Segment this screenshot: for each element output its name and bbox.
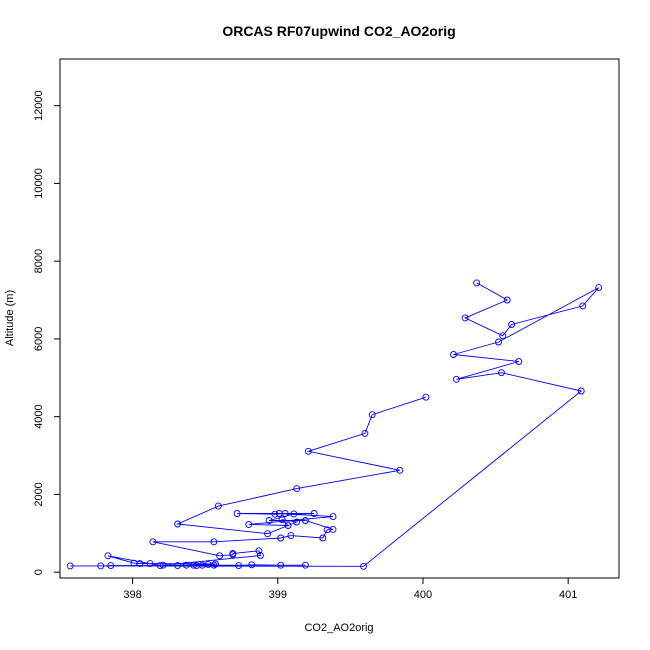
data-point (229, 551, 237, 559)
data-point (278, 516, 286, 524)
data-point (579, 302, 587, 310)
x-tick-label: 398 (123, 589, 141, 601)
data-point (277, 534, 285, 542)
data-point (97, 562, 105, 570)
data-point (233, 510, 241, 517)
data-point (277, 561, 285, 569)
data-point (450, 351, 457, 358)
chart-title: ORCAS RF07upwind CO2_AO2orig (222, 23, 455, 39)
data-point (156, 562, 164, 570)
data-point (310, 510, 318, 517)
data-series (66, 279, 603, 570)
data-point (264, 530, 272, 538)
data-point (284, 522, 292, 529)
data-point (495, 338, 502, 346)
data-point (329, 513, 337, 521)
data-point (293, 485, 301, 493)
data-point (245, 520, 253, 528)
data-point (214, 502, 222, 510)
data-point (508, 321, 516, 328)
data-point (265, 517, 273, 524)
data-point (190, 561, 198, 569)
data-point (235, 562, 243, 570)
data-point (174, 562, 182, 570)
data-point (182, 561, 190, 569)
data-point (301, 517, 309, 524)
data-point (452, 375, 460, 383)
data-point (198, 561, 206, 569)
y-tick-label: 8000 (33, 249, 45, 273)
data-point (66, 562, 74, 570)
data-point (329, 525, 337, 533)
y-tick-label: 6000 (33, 327, 45, 351)
data-point (149, 538, 157, 546)
data-point (301, 561, 309, 569)
data-point (503, 296, 511, 304)
data-point (368, 411, 376, 419)
x-axis-label: CO2_AO2orig (304, 622, 373, 634)
data-point (271, 510, 279, 518)
data-point (396, 466, 404, 474)
data-point (290, 510, 298, 518)
data-point (210, 561, 218, 569)
data-point (104, 552, 112, 560)
data-point (287, 532, 295, 540)
series-line (70, 282, 600, 567)
y-axis-label: Altitude (m) (4, 290, 16, 346)
x-tick-label: 399 (269, 589, 287, 601)
data-point (174, 520, 182, 528)
data-point (248, 561, 256, 569)
data-point (216, 552, 224, 560)
data-point (422, 393, 430, 401)
y-tick-label: 4000 (33, 404, 45, 428)
data-point (255, 547, 263, 555)
data-point (461, 314, 469, 322)
plot-frame (59, 58, 620, 579)
data-point (210, 538, 218, 546)
x-tick-label: 400 (414, 589, 432, 601)
data-point (319, 534, 327, 542)
data-point (293, 518, 301, 526)
data-point (361, 429, 369, 437)
data-point (304, 447, 312, 455)
data-point (275, 510, 283, 517)
data-point (515, 358, 523, 365)
data-point (146, 560, 154, 568)
data-point (360, 562, 367, 570)
data-point (497, 369, 505, 377)
data-point (256, 552, 264, 559)
y-tick-label: 10000 (33, 168, 45, 199)
data-point (211, 560, 219, 568)
x-tick-label: 401 (559, 589, 577, 601)
data-point (595, 284, 603, 292)
data-point (473, 279, 481, 287)
y-axis: 0 2000 4000 6000 8000 10000 12000 (33, 90, 60, 575)
data-point (130, 559, 138, 567)
y-tick-label: 0 (33, 569, 45, 575)
data-point (577, 387, 585, 395)
y-tick-label: 2000 (33, 482, 45, 506)
data-point (499, 332, 507, 340)
y-tick-label: 12000 (33, 90, 45, 121)
x-axis: 398 399 400 401 (123, 578, 577, 601)
data-point (159, 561, 167, 569)
data-point (107, 562, 115, 570)
